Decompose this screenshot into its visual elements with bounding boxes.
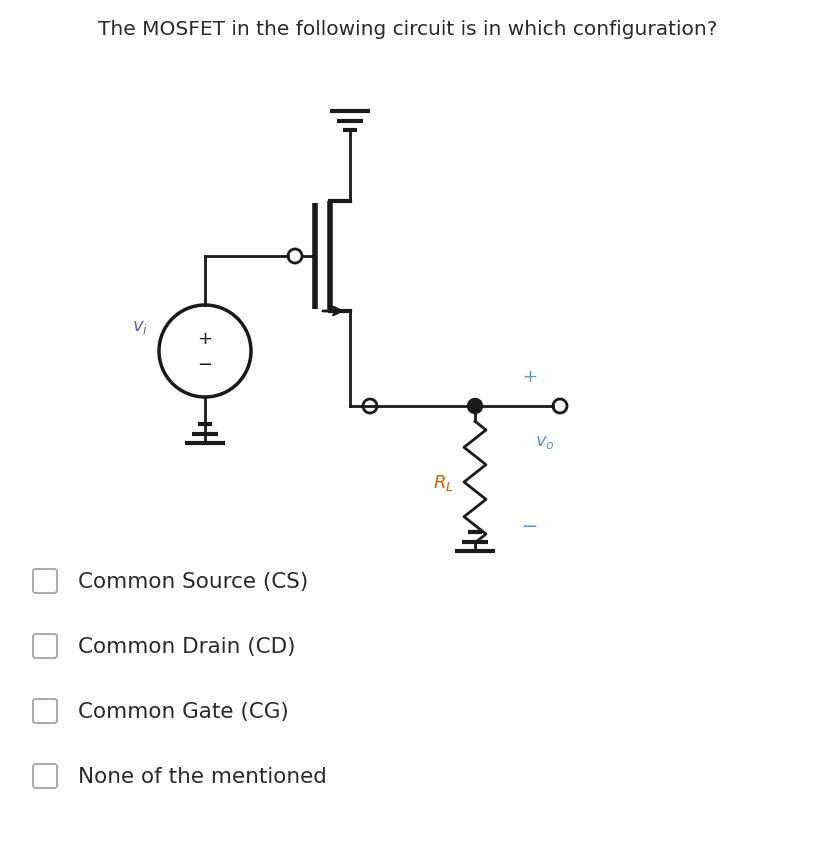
Text: Common Drain (CD): Common Drain (CD) <box>78 636 296 656</box>
Text: Common Source (CS): Common Source (CS) <box>78 572 308 592</box>
Text: $v_i$: $v_i$ <box>132 318 148 336</box>
Text: +: + <box>523 368 538 386</box>
Text: −: − <box>198 356 212 374</box>
Text: +: + <box>198 330 212 348</box>
FancyBboxPatch shape <box>33 764 57 788</box>
FancyBboxPatch shape <box>33 699 57 723</box>
Text: None of the mentioned: None of the mentioned <box>78 766 327 786</box>
Text: Common Gate (CG): Common Gate (CG) <box>78 701 288 722</box>
Circle shape <box>467 399 483 414</box>
Text: The MOSFET in the following circuit is in which configuration?: The MOSFET in the following circuit is i… <box>98 20 717 39</box>
Text: $R_L$: $R_L$ <box>433 473 453 492</box>
FancyBboxPatch shape <box>33 569 57 593</box>
Text: −: − <box>522 517 538 536</box>
Text: $v_o$: $v_o$ <box>535 432 555 450</box>
FancyBboxPatch shape <box>33 635 57 659</box>
